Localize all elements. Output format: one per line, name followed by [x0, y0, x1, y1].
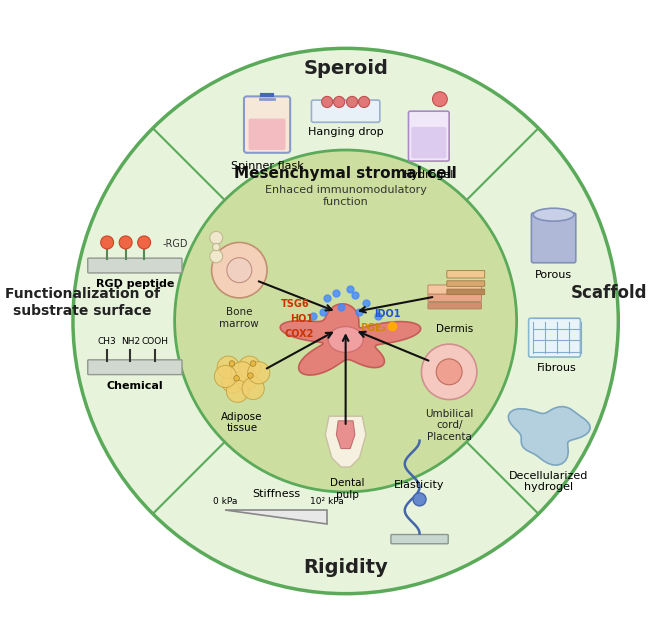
Text: Porous: Porous	[535, 270, 572, 280]
Polygon shape	[509, 406, 590, 465]
Circle shape	[222, 371, 244, 393]
Text: Decellularized
hydrogel: Decellularized hydrogel	[509, 471, 589, 492]
FancyBboxPatch shape	[409, 111, 449, 161]
Text: RGD peptide: RGD peptide	[96, 279, 174, 290]
FancyBboxPatch shape	[428, 294, 481, 302]
Circle shape	[248, 361, 270, 384]
FancyBboxPatch shape	[428, 302, 481, 309]
Text: IDO1: IDO1	[374, 309, 400, 318]
Text: Hanging drop: Hanging drop	[308, 127, 383, 137]
Polygon shape	[336, 421, 355, 449]
Text: Functionalization of
substrate surface: Functionalization of substrate surface	[5, 288, 160, 318]
FancyBboxPatch shape	[529, 318, 580, 357]
FancyBboxPatch shape	[312, 100, 380, 122]
Circle shape	[250, 361, 256, 367]
Circle shape	[242, 377, 264, 399]
FancyBboxPatch shape	[391, 535, 448, 544]
FancyBboxPatch shape	[447, 281, 484, 286]
Text: Dental
pulp: Dental pulp	[330, 478, 364, 499]
Circle shape	[231, 361, 253, 384]
Text: Rigidity: Rigidity	[303, 559, 388, 577]
Circle shape	[235, 368, 258, 390]
Circle shape	[212, 243, 267, 298]
Circle shape	[234, 376, 239, 381]
Text: Elasticity: Elasticity	[394, 480, 445, 490]
Text: Hydrogel: Hydrogel	[404, 170, 454, 180]
Circle shape	[138, 236, 151, 249]
Text: CH3: CH3	[98, 337, 117, 346]
Text: Chemical: Chemical	[106, 381, 163, 391]
FancyBboxPatch shape	[447, 289, 484, 295]
Circle shape	[100, 236, 113, 249]
Circle shape	[437, 360, 462, 385]
FancyBboxPatch shape	[88, 360, 182, 375]
Circle shape	[227, 257, 252, 282]
Text: PGE₂: PGE₂	[361, 324, 387, 333]
Text: -RGD: -RGD	[162, 239, 188, 249]
FancyBboxPatch shape	[411, 127, 447, 159]
Text: COOH: COOH	[141, 337, 169, 346]
Text: Bone
marrow: Bone marrow	[220, 307, 259, 329]
FancyBboxPatch shape	[248, 119, 286, 150]
Circle shape	[239, 356, 261, 378]
Text: TSG6: TSG6	[280, 299, 309, 309]
FancyBboxPatch shape	[88, 258, 182, 273]
Circle shape	[334, 96, 345, 107]
Text: Mesenchymal stromal cell: Mesenchymal stromal cell	[234, 166, 457, 180]
Text: Stiffness: Stiffness	[252, 489, 301, 499]
Circle shape	[175, 150, 516, 492]
FancyBboxPatch shape	[447, 271, 484, 278]
Circle shape	[248, 373, 253, 378]
Text: Speroid: Speroid	[303, 59, 388, 78]
Ellipse shape	[533, 208, 574, 221]
Text: Enhaced immunomodulatory
function: Enhaced immunomodulatory function	[265, 186, 426, 207]
Text: Spinner flask: Spinner flask	[231, 161, 303, 171]
Polygon shape	[280, 304, 421, 375]
Text: Scaffold: Scaffold	[570, 284, 647, 302]
Circle shape	[226, 380, 248, 403]
Circle shape	[217, 356, 239, 378]
Ellipse shape	[328, 327, 363, 352]
Text: NH2: NH2	[121, 337, 140, 346]
Circle shape	[229, 361, 235, 367]
Text: Adipose
tissue: Adipose tissue	[221, 412, 263, 433]
FancyBboxPatch shape	[531, 213, 576, 263]
Polygon shape	[226, 510, 327, 525]
Circle shape	[436, 359, 462, 385]
Circle shape	[432, 92, 447, 107]
Text: 10² kPa: 10² kPa	[310, 497, 344, 506]
FancyBboxPatch shape	[428, 285, 481, 294]
Text: Dermis: Dermis	[436, 324, 473, 334]
Text: COX2: COX2	[285, 329, 314, 339]
Circle shape	[213, 243, 220, 251]
Circle shape	[347, 96, 358, 107]
FancyBboxPatch shape	[244, 96, 290, 153]
Circle shape	[119, 236, 132, 249]
Circle shape	[215, 365, 237, 388]
Circle shape	[73, 48, 618, 594]
Circle shape	[210, 250, 223, 263]
Text: Umbilical
cord/
Placenta: Umbilical cord/ Placenta	[425, 409, 473, 442]
Text: Fibrous: Fibrous	[537, 363, 576, 372]
Circle shape	[321, 96, 333, 107]
Text: HO1: HO1	[289, 314, 313, 324]
Circle shape	[210, 231, 223, 245]
Polygon shape	[325, 416, 366, 467]
Circle shape	[413, 493, 426, 506]
Text: 0 kPa: 0 kPa	[213, 497, 237, 506]
Circle shape	[359, 96, 370, 107]
Circle shape	[421, 344, 477, 399]
